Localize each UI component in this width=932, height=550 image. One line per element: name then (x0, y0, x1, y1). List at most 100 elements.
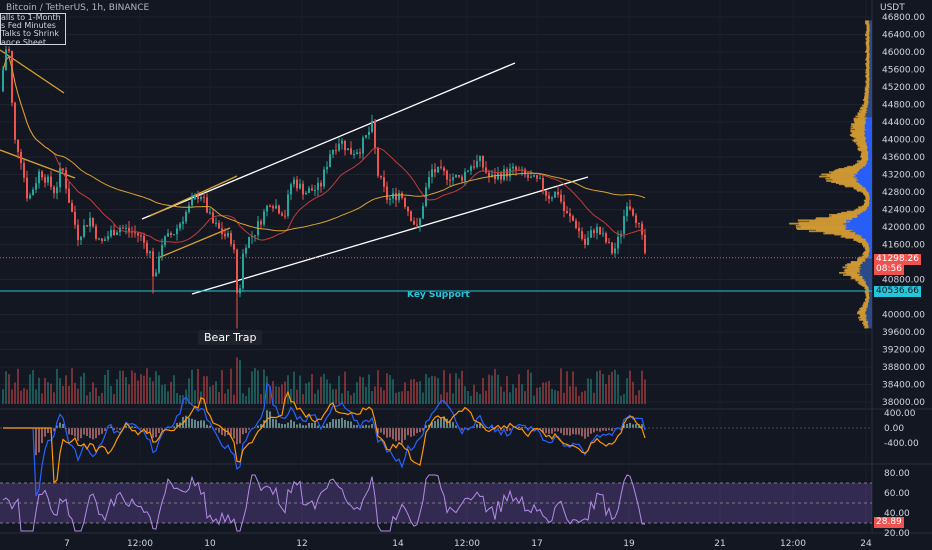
candle-body (182, 221, 184, 224)
candle-body (200, 197, 202, 200)
candle-body (122, 227, 124, 229)
profile-bar (862, 243, 869, 246)
volume-bar (11, 389, 13, 404)
candle (173, 233, 175, 236)
profile-bar (869, 296, 872, 298)
candle (320, 180, 322, 193)
profile-bar (858, 282, 867, 285)
volume-bar (311, 373, 313, 404)
candles (2, 45, 646, 329)
profile-bar (869, 288, 872, 291)
volume-bar (452, 393, 454, 404)
profile-bar (869, 70, 872, 73)
profile-bar (866, 317, 872, 320)
profile-bar (846, 210, 864, 213)
profile-bar (862, 262, 872, 264)
candle (449, 173, 451, 186)
profile-bar (859, 107, 867, 110)
candle-body (524, 169, 526, 175)
profile-bar (863, 203, 870, 205)
profile-bar (852, 164, 866, 167)
candle (44, 174, 46, 188)
y-tick-label: 44800.00 (882, 101, 925, 111)
volume-bar (137, 380, 139, 404)
volume-bar (224, 393, 226, 404)
volume-bar (173, 375, 175, 404)
profile-bar (867, 147, 872, 150)
news-box[interactable]: alls to 1-Month s Fed Minutes Talks to S… (0, 13, 66, 46)
candle-body (374, 121, 376, 149)
profile-bar (866, 142, 872, 145)
candle (101, 237, 103, 244)
volume-bar (620, 395, 622, 404)
candle-body (353, 153, 355, 155)
profile-bar (856, 216, 872, 218)
profile-bar (858, 256, 868, 259)
profile-bar (857, 112, 866, 115)
profile-bar (868, 150, 872, 153)
candle (239, 284, 241, 298)
volume-bar (557, 391, 559, 404)
profile-bar (865, 69, 870, 72)
profile-bar (859, 264, 872, 267)
y-tick-label: 38400.00 (882, 381, 925, 391)
volume-bar (545, 382, 547, 404)
profile-bar (855, 279, 865, 282)
profile-bar (865, 71, 870, 74)
candle-body (101, 238, 103, 241)
candle (305, 190, 307, 195)
profile-bar (869, 196, 872, 199)
volume-bar (209, 386, 211, 404)
candle (584, 234, 586, 249)
candle-body (368, 131, 370, 135)
candle (302, 180, 304, 200)
support-price-tag: 40536.66 (874, 286, 921, 297)
x-tick-label: 14 (392, 539, 404, 549)
profile-bar (864, 194, 870, 197)
candle (143, 232, 145, 249)
profile-bar (847, 263, 861, 265)
candle (242, 249, 244, 292)
candle (503, 165, 505, 182)
rsi-line (2, 474, 646, 532)
profile-bar (868, 325, 872, 328)
profile-bar (867, 241, 872, 244)
profile-bar (859, 169, 872, 171)
volume-bar (239, 359, 241, 404)
candle (89, 212, 91, 233)
candle-body (293, 179, 295, 185)
candle-body (146, 242, 148, 254)
profile-bar (868, 159, 872, 162)
profile-bar (846, 223, 872, 226)
profile-bar (845, 185, 863, 188)
profile-bar (855, 115, 865, 118)
candle-body (377, 148, 379, 176)
profile-bar (854, 173, 872, 176)
profile-bar (869, 26, 872, 29)
trend-line (149, 175, 238, 217)
volume-bar (83, 372, 85, 404)
profile-bar (869, 41, 872, 43)
profile-bar (863, 251, 870, 253)
candle-body (98, 238, 100, 240)
candle (566, 206, 568, 214)
candle-body (302, 183, 304, 195)
candle (182, 216, 184, 230)
y-tick-label: 41600.00 (882, 241, 925, 251)
candle-body (404, 197, 406, 207)
candle (629, 199, 631, 211)
profile-bar (869, 79, 872, 82)
candle (365, 134, 367, 139)
candle (563, 194, 565, 218)
candle-body (470, 166, 472, 171)
profile-bar (865, 51, 869, 53)
candle (587, 231, 589, 246)
profile-bar (862, 322, 868, 325)
candle (341, 137, 343, 150)
volume-bar (284, 381, 286, 404)
profile-bar (850, 125, 865, 128)
profile-bar (865, 41, 870, 43)
profile-bar (869, 69, 872, 72)
candle-body (329, 154, 331, 167)
